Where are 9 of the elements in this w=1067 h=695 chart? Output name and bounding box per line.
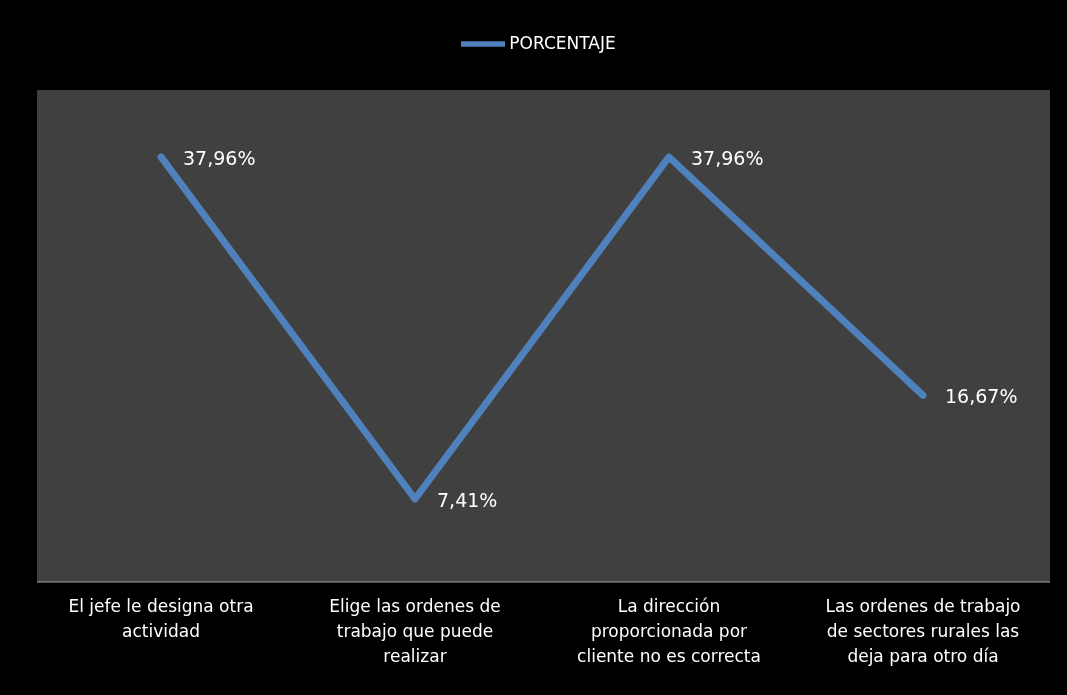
- data-label: 16,67%: [945, 385, 1018, 408]
- data-label: 37,96%: [691, 146, 764, 169]
- x-tick-label: Las ordenes de trabajo de sectores rurales las deja para otro día: [825, 596, 1021, 666]
- legend-label: PORCENTAJE: [509, 33, 616, 53]
- data-label: 37,96%: [183, 146, 256, 169]
- data-label: 7,41%: [437, 489, 498, 512]
- x-tick-label: El jefe le designa otra actividad: [68, 596, 254, 641]
- x-tick-label: Elige las ordenes de trabajo que puede realizar: [329, 596, 501, 666]
- x-tick-label: La dirección proporcionada por cliente no es correcta: [577, 596, 761, 666]
